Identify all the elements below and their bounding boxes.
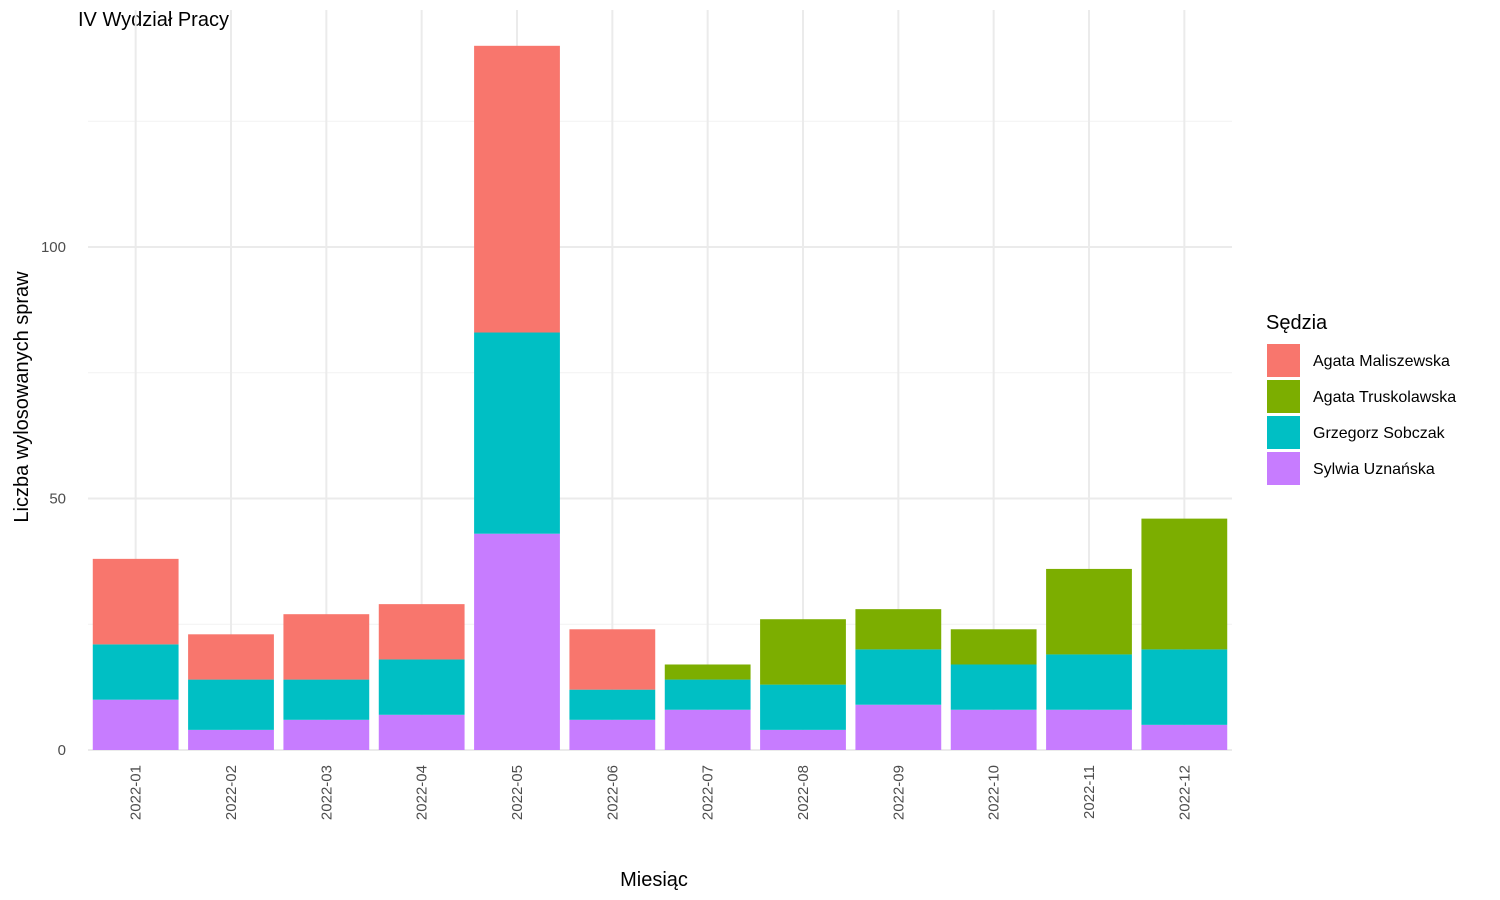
- legend-label: Agata Maliszewska: [1313, 353, 1450, 370]
- bar-segment: [664, 709, 751, 750]
- bar-segment: [283, 719, 370, 750]
- bar-segment: [760, 619, 846, 685]
- bar-segment: [92, 699, 179, 750]
- legend: Sędzia Agata Maliszewska Agata Truskolaws…: [1266, 312, 1456, 485]
- x-tick-label: 2022-02: [223, 765, 240, 820]
- x-tick-label: 2022-04: [414, 765, 431, 820]
- y-axis-ticks: 0 50 100: [41, 239, 66, 759]
- legend-label: Agata Truskolawska: [1313, 389, 1456, 406]
- bar-segment: [92, 644, 179, 700]
- x-axis-ticks: 2022-01 2022-02 2022-03 2022-04 2022-05 2022-…: [128, 765, 1194, 820]
- x-tick-label: 2022-12: [1176, 765, 1193, 820]
- bars: [92, 45, 1228, 750]
- bar-segment: [283, 679, 370, 720]
- bar-segment: [569, 689, 656, 720]
- bar-segment: [569, 629, 656, 690]
- bar-segment: [1046, 568, 1132, 655]
- bar-segment: [1046, 654, 1132, 710]
- x-tick-label: 2022-03: [318, 765, 335, 820]
- x-tick-label: 2022-05: [509, 765, 526, 820]
- bar-segment: [92, 558, 179, 645]
- legend-key: [1267, 416, 1300, 449]
- bar-segment: [474, 533, 560, 750]
- x-tick-label: 2022-09: [890, 765, 907, 820]
- bar-segment: [1141, 649, 1228, 725]
- legend-title: Sędzia: [1266, 312, 1328, 334]
- bar-segment: [1141, 724, 1228, 750]
- bar-segment: [1046, 709, 1132, 750]
- bar-segment: [474, 45, 560, 333]
- legend-key: [1267, 344, 1300, 377]
- x-axis-title: Miesiąc: [620, 869, 688, 891]
- bar-segment: [950, 664, 1037, 710]
- x-tick-label: 2022-11: [1081, 765, 1098, 819]
- bar-segment: [950, 629, 1037, 665]
- x-tick-label: 2022-07: [700, 765, 717, 820]
- bar-segment: [188, 634, 274, 680]
- legend-key: [1267, 452, 1300, 485]
- y-tick-label: 100: [41, 239, 66, 256]
- bar-segment: [188, 729, 274, 750]
- y-axis-title: Liczba wylosowanych spraw: [11, 271, 33, 523]
- legend-label: Grzegorz Sobczak: [1313, 425, 1446, 442]
- x-tick-label: 2022-01: [128, 765, 145, 820]
- bar-segment: [283, 614, 370, 680]
- bar-segment: [188, 679, 274, 730]
- y-tick-label: 50: [49, 491, 66, 508]
- bar-segment: [664, 664, 751, 680]
- bar-segment: [569, 719, 656, 750]
- x-tick-label: 2022-06: [604, 765, 621, 820]
- bar-segment: [855, 704, 942, 750]
- bar-segment: [760, 729, 846, 750]
- chart-title: IV Wydział Pracy: [78, 9, 229, 31]
- bar-segment: [855, 609, 942, 650]
- legend-label: Sylwia Uznańska: [1313, 461, 1435, 478]
- bar-segment: [378, 604, 465, 660]
- bar-segment: [378, 659, 465, 715]
- legend-key: [1267, 380, 1300, 413]
- bar-segment: [474, 332, 560, 534]
- x-tick-label: 2022-08: [795, 765, 812, 820]
- bar-segment: [1141, 518, 1228, 650]
- bar-segment: [760, 684, 846, 730]
- y-tick-label: 0: [58, 742, 66, 759]
- x-tick-label: 2022-10: [986, 765, 1003, 820]
- bar-segment: [664, 679, 751, 710]
- bar-segment: [378, 714, 465, 750]
- bar-segment: [950, 709, 1037, 750]
- bar-segment: [855, 649, 942, 705]
